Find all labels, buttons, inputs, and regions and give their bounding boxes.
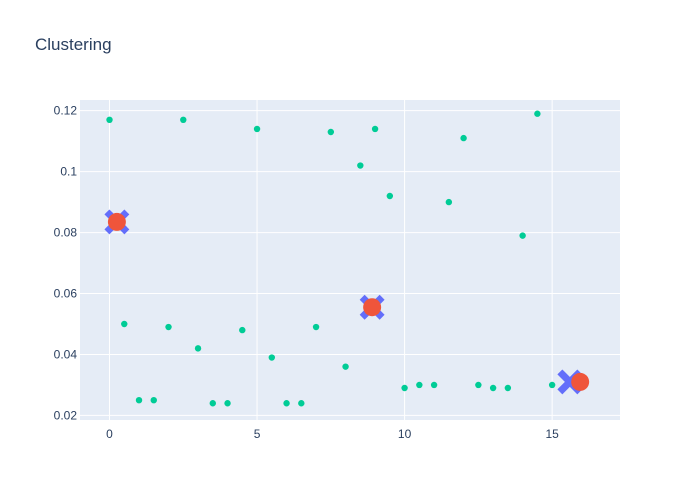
data-point bbox=[386, 192, 394, 200]
data-point bbox=[327, 128, 335, 136]
data-point bbox=[239, 326, 246, 334]
data-point bbox=[268, 354, 276, 361]
data-point bbox=[253, 125, 261, 133]
data-points bbox=[106, 110, 556, 407]
centroid-dot bbox=[107, 212, 126, 231]
data-point bbox=[298, 400, 305, 407]
data-point bbox=[342, 363, 349, 370]
chart-title: Clustering bbox=[35, 35, 112, 54]
data-point bbox=[548, 381, 556, 389]
x-tick-label: 0 bbox=[106, 427, 113, 441]
tick-labels: 0 5 10 15 0.02 0.04 0.06 0.08 0.1 0.12 bbox=[54, 104, 559, 441]
data-point bbox=[475, 381, 482, 389]
data-point bbox=[416, 381, 423, 389]
data-point bbox=[430, 381, 438, 389]
data-point bbox=[445, 198, 453, 206]
data-point bbox=[460, 134, 467, 142]
data-point bbox=[357, 162, 364, 169]
data-point bbox=[534, 110, 541, 117]
y-tick-label: 0.02 bbox=[54, 408, 78, 422]
x-tick-label: 10 bbox=[398, 427, 412, 441]
data-point bbox=[371, 125, 379, 133]
plot-area bbox=[80, 100, 620, 420]
data-point bbox=[106, 116, 113, 124]
data-point bbox=[180, 116, 187, 124]
y-tick-label: 0.1 bbox=[60, 165, 77, 179]
centroid-dot bbox=[571, 372, 590, 391]
data-point bbox=[312, 323, 320, 331]
centroid-markers bbox=[104, 209, 590, 395]
data-point bbox=[489, 384, 497, 392]
y-tick-label: 0.04 bbox=[54, 347, 78, 361]
data-point bbox=[150, 396, 157, 404]
y-tick-label: 0.08 bbox=[54, 226, 78, 240]
data-point bbox=[401, 384, 408, 392]
centroid-dot bbox=[363, 298, 382, 317]
data-point bbox=[283, 400, 290, 407]
data-point bbox=[519, 232, 526, 239]
x-tick-label: 15 bbox=[545, 427, 559, 441]
data-point bbox=[224, 400, 231, 407]
data-point bbox=[194, 345, 202, 352]
data-point bbox=[121, 320, 128, 328]
data-point bbox=[135, 396, 143, 404]
x-tick-label: 5 bbox=[254, 427, 261, 441]
grid-lines bbox=[80, 100, 620, 420]
data-point bbox=[209, 400, 216, 407]
y-tick-label: 0.12 bbox=[54, 104, 78, 118]
data-point bbox=[165, 323, 172, 331]
data-point bbox=[504, 384, 512, 392]
y-tick-label: 0.06 bbox=[54, 287, 78, 301]
